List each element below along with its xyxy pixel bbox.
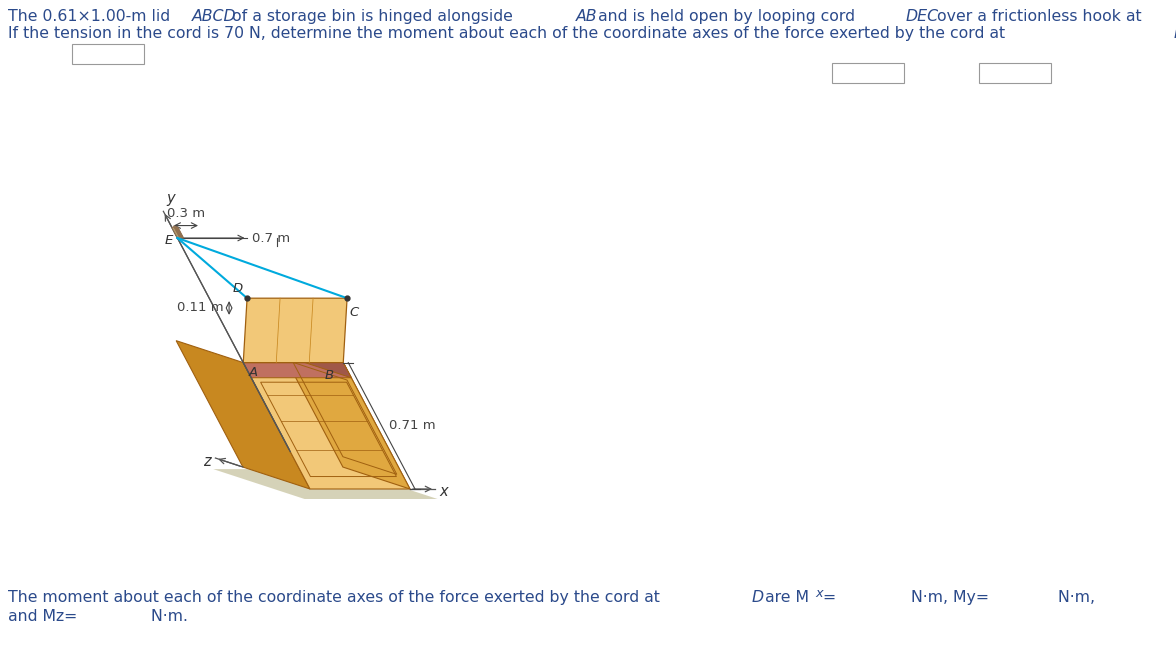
Text: 0.7 m: 0.7 m xyxy=(253,231,290,244)
Text: y: y xyxy=(166,191,175,206)
Polygon shape xyxy=(276,341,352,378)
Text: D: D xyxy=(233,283,243,295)
Text: D: D xyxy=(751,590,763,605)
Text: z: z xyxy=(202,453,211,468)
Text: A: A xyxy=(248,365,258,378)
Text: The 0.61×1.00-m lid: The 0.61×1.00-m lid xyxy=(8,9,175,24)
Polygon shape xyxy=(176,341,310,489)
Text: DEC: DEC xyxy=(906,9,938,24)
Text: ABCD: ABCD xyxy=(192,9,236,24)
Text: N·m,: N·m, xyxy=(1054,590,1095,605)
Polygon shape xyxy=(173,226,183,238)
Text: B: B xyxy=(325,369,334,382)
Text: N·m.: N·m. xyxy=(146,609,188,624)
Polygon shape xyxy=(243,363,352,378)
Text: are M: are M xyxy=(761,590,809,605)
Text: N·m, My=: N·m, My= xyxy=(906,590,989,605)
Text: 0.3 m: 0.3 m xyxy=(167,206,205,219)
Text: of a storage bin is hinged alongside: of a storage bin is hinged alongside xyxy=(227,9,517,24)
Text: D: D xyxy=(1174,26,1176,41)
Polygon shape xyxy=(243,363,410,489)
Polygon shape xyxy=(243,298,347,363)
Text: 0.11 m: 0.11 m xyxy=(178,302,225,315)
Text: E: E xyxy=(165,233,174,246)
Bar xyxy=(980,63,1051,83)
Text: AB: AB xyxy=(576,9,597,24)
Text: x: x xyxy=(816,587,823,600)
Text: and Mz=: and Mz= xyxy=(8,609,78,624)
Text: and is held open by looping cord: and is held open by looping cord xyxy=(593,9,861,24)
Text: =: = xyxy=(823,590,836,605)
Text: If the tension in the cord is 70 N, determine the moment about each of the coord: If the tension in the cord is 70 N, dete… xyxy=(8,26,1010,41)
Text: 0.71 m: 0.71 m xyxy=(388,419,435,432)
Text: x: x xyxy=(439,484,448,499)
Text: over a frictionless hook at: over a frictionless hook at xyxy=(931,9,1147,24)
Text: C: C xyxy=(349,306,359,319)
Bar xyxy=(72,44,145,64)
Polygon shape xyxy=(172,227,183,238)
Text: The moment about each of the coordinate axes of the force exerted by the cord at: The moment about each of the coordinate … xyxy=(8,590,664,605)
Bar xyxy=(831,63,904,83)
Polygon shape xyxy=(213,469,437,499)
Polygon shape xyxy=(276,341,410,489)
